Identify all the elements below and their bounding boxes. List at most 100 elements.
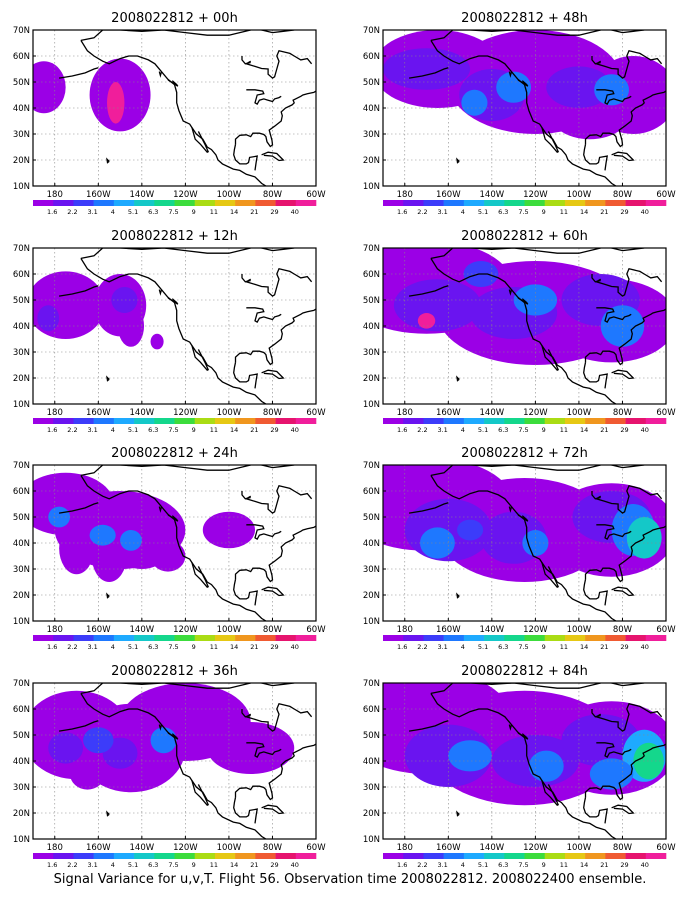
colorbar-swatch	[275, 853, 297, 859]
lon-tick-label: 140W	[130, 625, 155, 635]
coastline-segment	[596, 742, 632, 758]
colorbar-swatch	[605, 200, 626, 206]
lon-tick-label: 120W	[523, 408, 548, 418]
coastline-segment	[80, 248, 251, 260]
colorbar-swatch	[564, 200, 586, 206]
lat-tick-label: 10N	[13, 835, 30, 845]
lon-tick-label: 80W	[263, 625, 283, 635]
coastline	[408, 683, 666, 839]
lon-tick-label: 120W	[523, 843, 548, 853]
map-panel: 2008022812 + 36h 70N 60N 50N 40N 30N 20N 10N 180…	[13, 664, 326, 869]
colorbar-label: 7.5	[518, 208, 528, 216]
colorbar-swatch	[113, 635, 135, 641]
colorbar-label: 11	[560, 208, 568, 216]
colorbar-label: 1.6	[47, 208, 57, 216]
coastline-segment	[246, 89, 282, 105]
lon-tick-label: 80W	[613, 843, 633, 853]
coastline-segment	[583, 579, 608, 606]
coastline-segment	[456, 375, 460, 382]
coastline-segment	[58, 285, 99, 297]
colorbar-swatch	[53, 853, 74, 859]
colorbar-label: 7.5	[168, 643, 178, 651]
coastline-segment	[456, 592, 460, 599]
lon-tick-label: 60W	[656, 843, 676, 853]
coastline-segment	[58, 720, 99, 732]
lat-tick-label: 60N	[13, 52, 30, 62]
lat-tick-label: 10N	[363, 182, 380, 192]
panel-title: 2008022812 + 60h	[461, 229, 588, 244]
colorbar-label: 2.2	[417, 208, 427, 216]
colorbar-label: 3.1	[87, 426, 97, 434]
lat-tick-label: 20N	[13, 374, 30, 384]
colorbar-label: 9	[192, 643, 196, 651]
colorbar-label: 11	[210, 861, 218, 869]
coastline-segment	[611, 804, 635, 815]
colorbar-swatch	[93, 200, 115, 206]
lon-tick-label: 80W	[263, 843, 283, 853]
lon-tick-label: 140W	[480, 843, 505, 853]
colorbar-label: 2.2	[67, 426, 77, 434]
colorbar-label: 5.1	[478, 861, 488, 869]
lon-tick-label: 180	[47, 408, 63, 418]
lat-tick-label: 30N	[13, 783, 30, 793]
colorbar-swatch	[174, 418, 196, 424]
coastline	[58, 465, 316, 621]
coastline-segment	[430, 683, 601, 695]
coastline-segment	[408, 502, 449, 514]
lon-tick-label: 180	[47, 625, 63, 635]
coastline	[58, 30, 316, 186]
variance-shading	[383, 465, 666, 582]
lat-tick-label: 70N	[363, 26, 380, 36]
colorbar-label: 9	[192, 861, 196, 869]
coastline-segment	[584, 525, 666, 583]
coastline-segment	[408, 720, 449, 732]
lon-tick-label: 100W	[567, 408, 592, 418]
colorbar-label: 1.6	[397, 426, 407, 434]
colorbar-label: 5.1	[128, 643, 138, 651]
colorbar-swatch	[403, 853, 424, 859]
coastline-segment	[594, 268, 663, 297]
lat-tick-label: 10N	[363, 835, 380, 845]
colorbar-swatch	[255, 853, 276, 859]
colorbar-swatch	[423, 635, 444, 641]
colorbar-label: 5.1	[128, 426, 138, 434]
colorbar-label: 1.6	[47, 861, 57, 869]
shaded-region	[448, 740, 492, 772]
shaded-region	[600, 305, 645, 347]
lat-tick-label: 20N	[363, 374, 380, 384]
coastline-segment	[596, 307, 632, 323]
lat-tick-label: 20N	[363, 156, 380, 166]
colorbar-label: 5.1	[478, 208, 488, 216]
coastline-segment	[584, 308, 666, 366]
shaded-region	[48, 506, 71, 528]
coastline-segment	[191, 127, 210, 154]
coastline	[408, 248, 666, 404]
colorbar-label: 4	[111, 426, 115, 434]
coastline-segment	[228, 248, 295, 252]
colorbar-swatch	[564, 418, 586, 424]
lat-tick-label: 20N	[13, 809, 30, 819]
colorbar-swatch	[463, 200, 485, 206]
coastline	[58, 248, 316, 404]
colorbar-label: 11	[560, 426, 568, 434]
colorbar-label: 29	[620, 643, 628, 651]
lon-tick-label: 120W	[173, 843, 198, 853]
colorbar-swatch	[524, 635, 546, 641]
coastline-segment	[578, 683, 645, 687]
shaded-region	[633, 742, 664, 780]
colorbar-swatch	[504, 418, 525, 424]
lat-tick-label: 20N	[363, 591, 380, 601]
lat-tick-label: 70N	[363, 679, 380, 689]
lat-tick-label: 40N	[363, 322, 380, 332]
panel-title: 2008022812 + 12h	[111, 229, 238, 244]
colorbar-label: 3.1	[87, 861, 97, 869]
colorbar-label: 2.2	[417, 643, 427, 651]
colorbar-label: 40	[291, 426, 299, 434]
coastline-segment	[241, 491, 251, 500]
colorbar-label: 7.5	[168, 208, 178, 216]
coastline-segment	[167, 732, 179, 740]
colorbar-swatch	[194, 200, 216, 206]
colorbar-label: 5.1	[478, 643, 488, 651]
figure-caption: Signal Variance for u,v,T. Flight 56. Ob…	[53, 872, 647, 887]
colorbar-swatch	[443, 853, 465, 859]
